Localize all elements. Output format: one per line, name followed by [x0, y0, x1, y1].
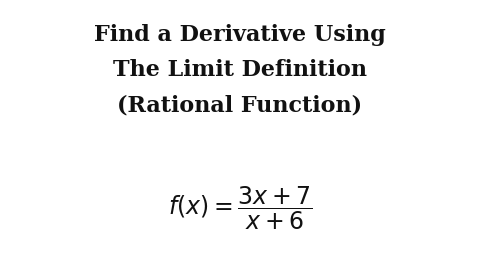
Text: $f(x) = \dfrac{3x + 7}{x + 6}$: $f(x) = \dfrac{3x + 7}{x + 6}$: [168, 184, 312, 232]
Text: Find a Derivative Using: Find a Derivative Using: [94, 24, 386, 46]
Text: The Limit Definition: The Limit Definition: [113, 59, 367, 81]
Text: (Rational Function): (Rational Function): [118, 94, 362, 116]
